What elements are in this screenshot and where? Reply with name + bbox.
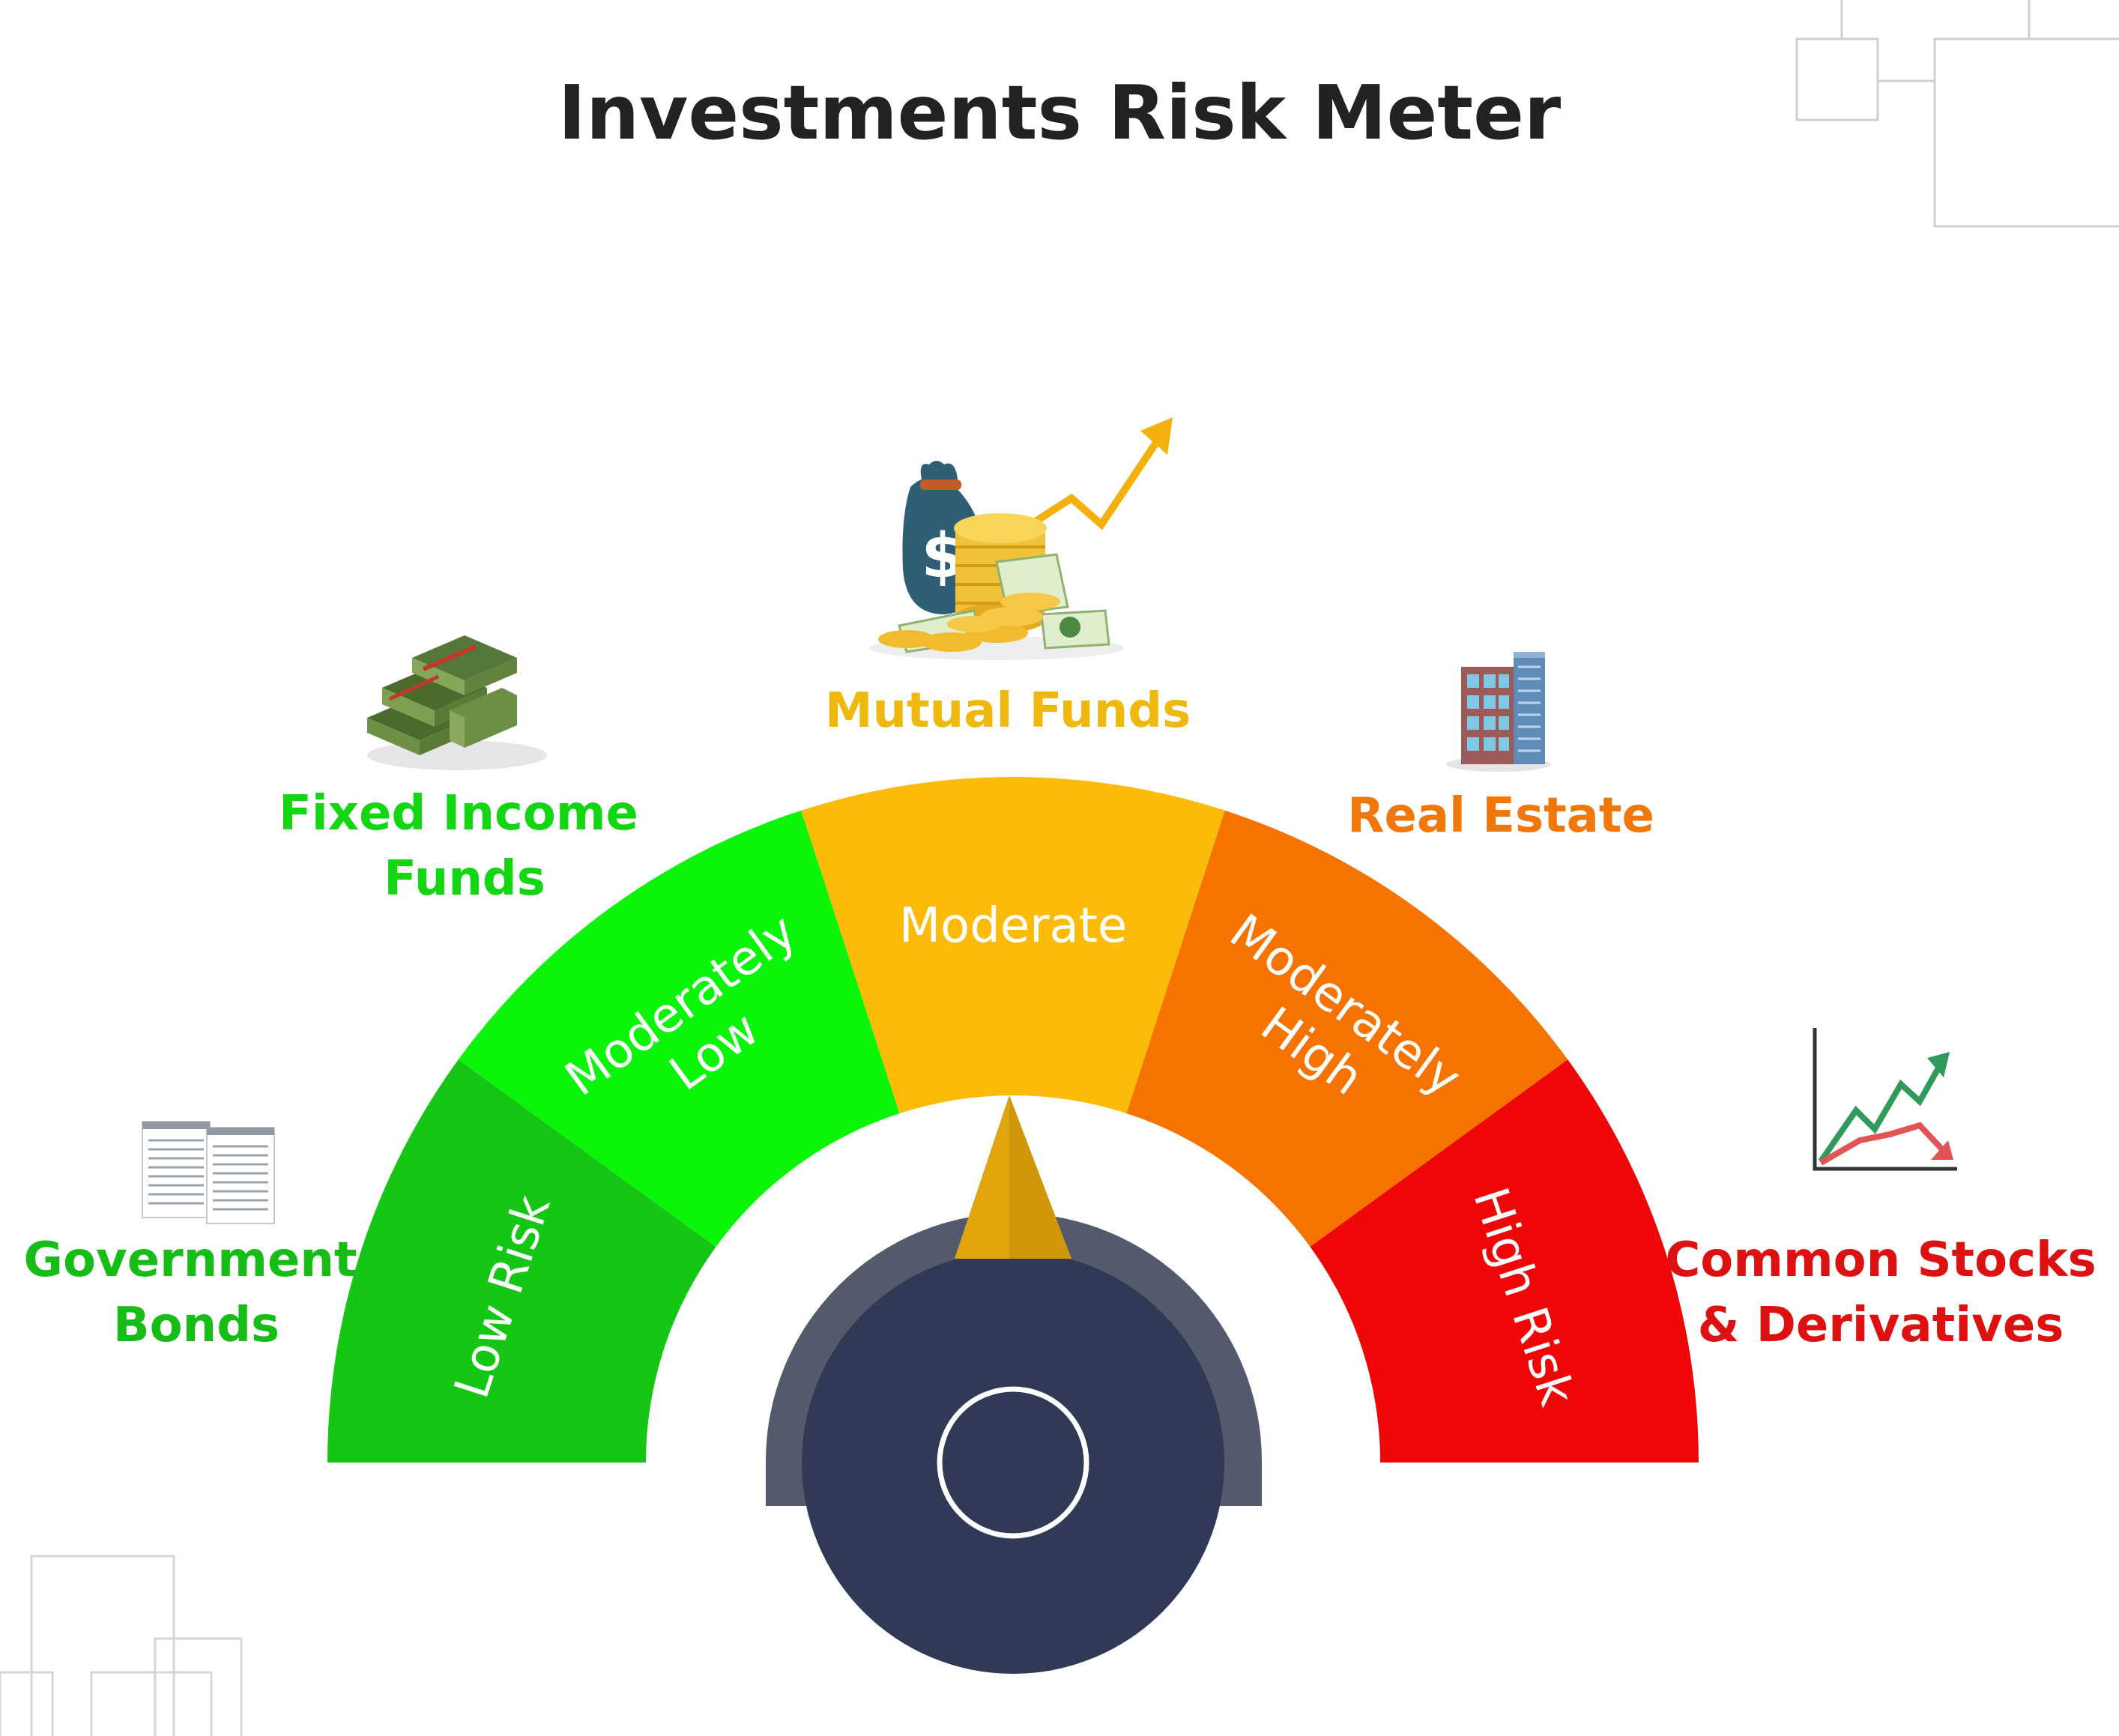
page-title: Investments Risk Meter xyxy=(558,69,1562,157)
band-label-line: Moderate xyxy=(899,898,1127,954)
investment-label-line: Bonds xyxy=(113,1298,279,1353)
band-moderate xyxy=(801,777,1225,1113)
band-moderately-high xyxy=(1126,810,1568,1247)
stock-chart-icon xyxy=(1813,1028,1957,1171)
needle-left xyxy=(955,1095,1009,1259)
investment-label-line: Real Estate xyxy=(1347,788,1654,844)
investment-label-line: & Derivatives xyxy=(1698,1298,2064,1353)
meter-arc xyxy=(327,777,1699,1463)
investment-label-line: Mutual Funds xyxy=(825,683,1191,739)
band-moderately-low xyxy=(458,810,900,1247)
label-government-bonds: Government Bonds xyxy=(24,1233,357,1353)
label-common-stocks-derivatives: Common Stocks & Derivatives xyxy=(1665,1233,2096,1353)
investment-label-line: Government xyxy=(24,1233,357,1288)
knob-body xyxy=(802,1251,1224,1674)
label-mutual-funds: Mutual Funds xyxy=(825,683,1191,739)
corner-decoration-bottom-left xyxy=(0,1555,243,1736)
document-icon xyxy=(142,1121,275,1224)
knob-center-ring xyxy=(937,1386,1089,1539)
label-fixed-income-funds: Fixed Income Funds xyxy=(279,786,638,907)
building-icon xyxy=(1446,652,1551,772)
band-low-risk xyxy=(327,1059,716,1463)
money-bag-icon: $ xyxy=(869,417,1173,660)
label-real-estate: Real Estate xyxy=(1347,788,1654,844)
investment-label-line: Fixed Income xyxy=(279,786,638,841)
cash-stack-icon xyxy=(367,635,547,770)
meter-knob xyxy=(766,1213,1262,1674)
needle-right xyxy=(1009,1095,1071,1259)
meter-needle xyxy=(955,1095,1071,1259)
band-label-moderate: Moderate xyxy=(899,898,1127,954)
corner-decoration-top-right xyxy=(1795,0,2119,228)
investment-label-line: Funds xyxy=(384,851,545,907)
investment-label-line: Common Stocks xyxy=(1665,1233,2096,1288)
band-high-risk xyxy=(1310,1059,1699,1463)
